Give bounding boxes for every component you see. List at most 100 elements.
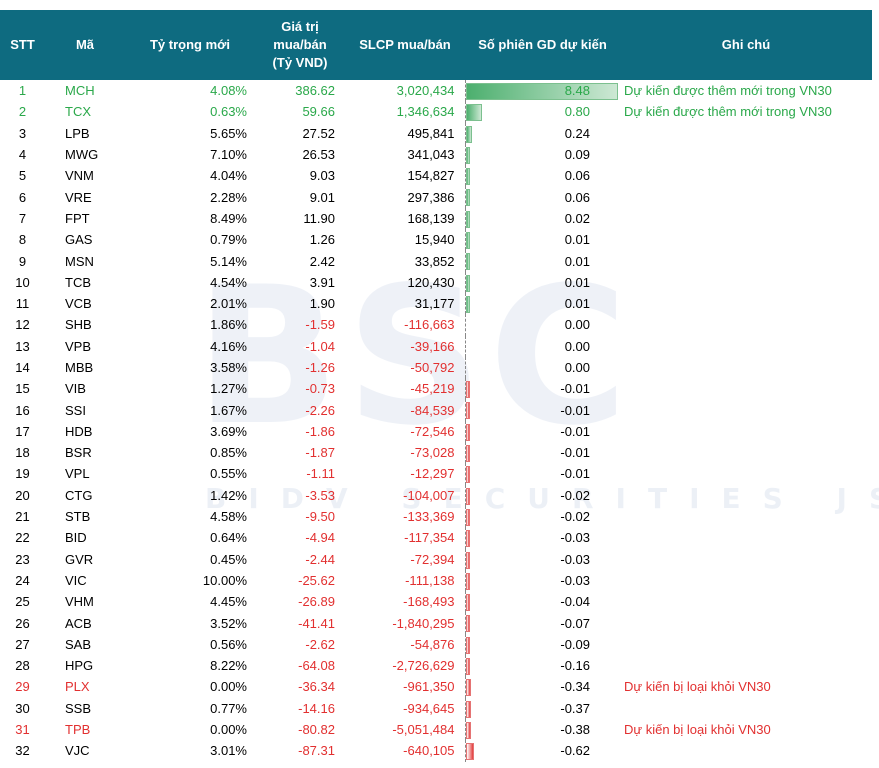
row-share-volume: -72,546: [410, 423, 455, 439]
sessions-data-bar: [465, 487, 470, 505]
header-row: STT Mã Tỷ trọng mới Giá trị mua/bán (Tỷ …: [0, 10, 872, 80]
row-new-weight: 0.55%: [210, 466, 247, 482]
header-gia-tri-line1: Giá trị: [281, 19, 319, 34]
row-new-weight: 0.79%: [210, 232, 247, 248]
row-expected-sessions: 0.01: [464, 292, 620, 315]
row-share-volume: 120,430: [407, 274, 455, 290]
table-row: 29 PLX 0.00% -36.34 -961,350 -0.34 Dự kiến bị …: [0, 676, 872, 698]
row-expected-sessions-value: -0.01: [560, 402, 590, 418]
table-row: 26 ACB 3.52% -41.41 -1,840,295 -0.07: [0, 612, 872, 634]
header-gia-tri: Giá trị mua/bán (Tỷ VND): [255, 10, 345, 80]
table-row: 15 VIB 1.27% -0.73 -45,219 -0.01: [0, 378, 872, 400]
row-expected-sessions: -0.07: [464, 612, 620, 634]
table-row: 21 STB 4.58% -9.50 -133,369 -0.02: [0, 505, 872, 528]
row-new-weight: 10.00%: [202, 572, 247, 588]
row-trade-value: -2.44: [305, 551, 335, 567]
row-stt: 21: [15, 509, 30, 525]
row-trade-value: 26.53: [302, 147, 335, 163]
row-trade-value: -1.86: [305, 423, 335, 439]
row-share-volume: -50,792: [410, 360, 455, 375]
row-share-volume: -961,350: [403, 679, 455, 695]
row-trade-value: -1.26: [305, 360, 335, 375]
table-row: 1 MCH 4.08% 386.62 3,020,434 8.48 Dự kiến được…: [0, 80, 872, 102]
row-trade-value: 9.01: [309, 189, 335, 205]
table-row: 16 SSI 1.67% -2.26 -84,539 -0.01: [0, 399, 872, 421]
row-trade-value: -80.82: [298, 722, 335, 738]
row-expected-sessions: -0.03: [464, 569, 620, 592]
row-ticker: MSN: [65, 253, 94, 269]
sessions-data-bar: [465, 551, 470, 569]
sessions-data-bar: [465, 168, 470, 186]
row-share-volume: -640,105: [403, 743, 455, 759]
row-ticker: FPT: [65, 210, 90, 226]
row-new-weight: 7.10%: [210, 147, 247, 163]
sessions-data-bar: [465, 146, 470, 164]
row-expected-sessions: -0.01: [464, 420, 620, 443]
sessions-data-bar: [465, 274, 470, 292]
row-expected-sessions: 0.06: [464, 186, 620, 208]
header-slcp: SLCP mua/bán: [345, 10, 465, 80]
row-share-volume: 15,940: [414, 232, 455, 248]
header-ty-trong: Tỷ trọng mới: [125, 10, 255, 80]
row-stt: 24: [15, 572, 30, 588]
row-ticker: MCH: [65, 83, 95, 99]
row-note: [620, 655, 872, 676]
row-note: Dự kiến bị loại khỏi VN30: [624, 722, 771, 738]
sessions-data-bar: [465, 253, 470, 271]
row-stt: 26: [15, 615, 30, 631]
row-stt: 30: [15, 700, 30, 716]
table-row: 24 VIC 10.00% -25.62 -111,138 -0.03: [0, 569, 872, 592]
row-trade-value: -1.04: [305, 338, 335, 354]
sessions-data-bar: [465, 83, 618, 100]
row-ticker: VHM: [65, 594, 94, 610]
row-share-volume: 31,177: [414, 296, 455, 312]
row-expected-sessions: -0.37: [464, 697, 620, 719]
row-ticker: BSR: [65, 445, 92, 461]
sessions-data-bar: [465, 508, 470, 526]
table-row: 31 TPB 0.00% -80.82 -5,051,484 -0.38 Dự kiến b…: [0, 718, 872, 741]
row-new-weight: 3.58%: [210, 360, 247, 375]
row-expected-sessions-value: 0.06: [564, 168, 590, 184]
row-share-volume: 154,827: [407, 168, 455, 184]
sessions-data-bar: [465, 743, 474, 761]
sessions-data-bar: [465, 445, 470, 463]
row-expected-sessions: 0.01: [464, 250, 620, 272]
row-trade-value: -1.87: [305, 445, 335, 461]
header-ghi-chu: Ghi chú: [620, 10, 872, 80]
table-row: 10 TCB 4.54% 3.91 120,430 0.01: [0, 271, 872, 293]
row-share-volume: -72,394: [410, 551, 455, 567]
row-expected-sessions-value: -0.03: [560, 530, 590, 546]
row-stt: 13: [15, 338, 30, 354]
row-new-weight: 8.22%: [210, 658, 247, 674]
table-row: 8 GAS 0.79% 1.26 15,940 0.01: [0, 229, 872, 251]
row-stt: 6: [18, 189, 27, 205]
row-expected-sessions-value: -0.37: [560, 700, 590, 716]
row-expected-sessions: -0.38: [464, 718, 620, 741]
row-new-weight: 3.01%: [210, 743, 247, 759]
row-stt: 1: [18, 83, 27, 99]
row-note: [620, 399, 872, 420]
row-expected-sessions-value: 0.00: [564, 317, 590, 333]
row-trade-value: 1.90: [309, 296, 335, 312]
sessions-data-bar: [465, 210, 470, 228]
row-expected-sessions: -0.03: [464, 527, 620, 549]
row-ticker: VIC: [65, 572, 87, 588]
row-stt: 31: [15, 722, 30, 738]
row-stt: 10: [15, 274, 30, 290]
row-note: [620, 485, 872, 506]
row-expected-sessions: 0.02: [464, 207, 620, 230]
row-expected-sessions-value: 0.01: [564, 296, 590, 312]
row-note: [620, 612, 872, 633]
row-new-weight: 5.65%: [210, 125, 247, 141]
sessions-data-bar: [465, 572, 470, 590]
row-trade-value: -0.73: [305, 381, 335, 397]
row-expected-sessions-value: -0.01: [560, 381, 590, 397]
row-expected-sessions-value: -0.07: [560, 615, 590, 631]
sessions-data-bar: [465, 232, 470, 250]
row-stt: 12: [15, 317, 30, 333]
row-expected-sessions-value: -0.09: [560, 636, 590, 652]
table-row: 30 SSB 0.77% -14.16 -934,645 -0.37: [0, 697, 872, 719]
row-stt: 3: [18, 125, 27, 141]
table-row: 27 SAB 0.56% -2.62 -54,876 -0.09: [0, 633, 872, 656]
table-row: 9 MSN 5.14% 2.42 33,852 0.01: [0, 250, 872, 272]
